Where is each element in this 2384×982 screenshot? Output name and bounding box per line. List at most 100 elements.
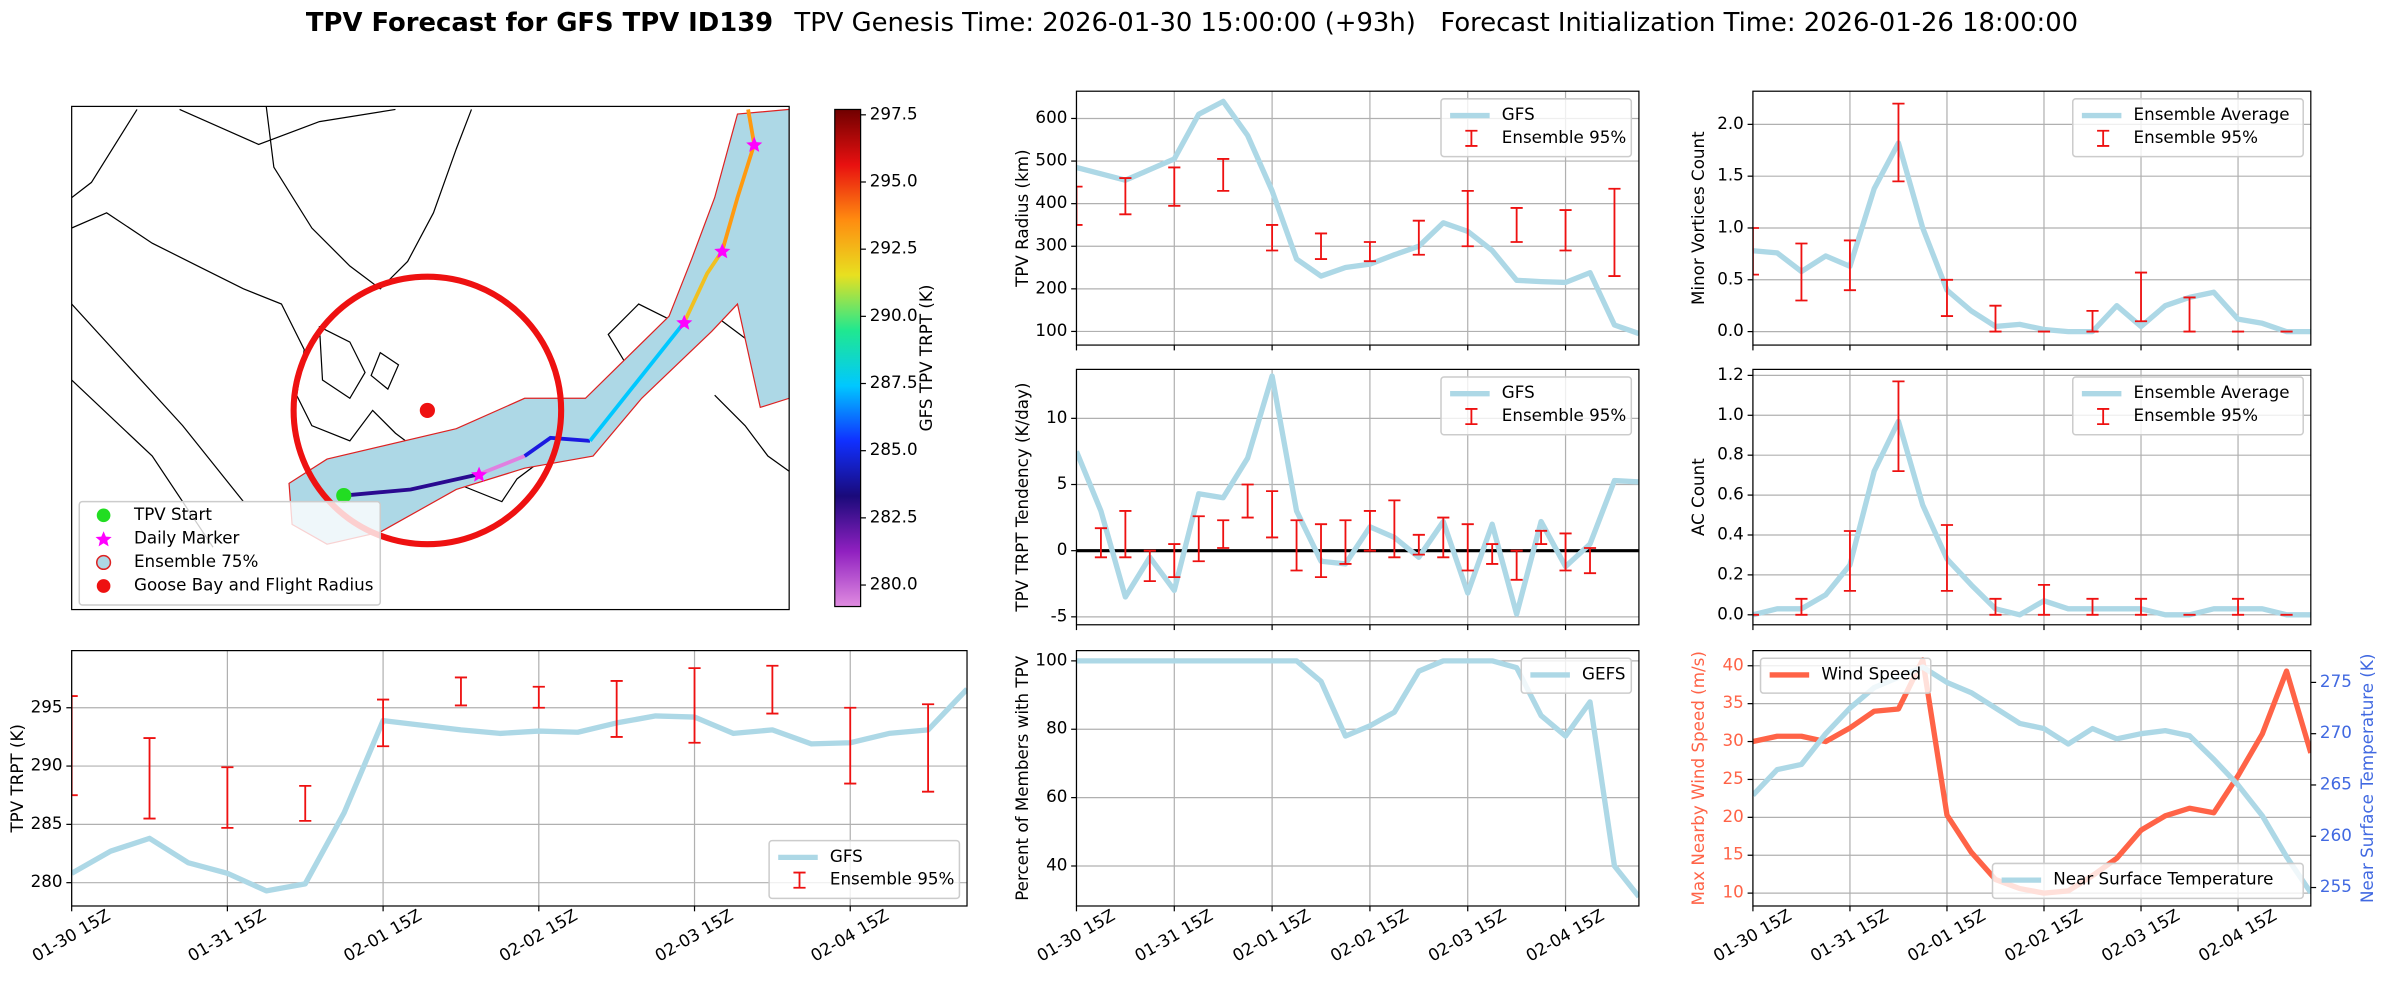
error-bar bbox=[1940, 524, 1954, 592]
x-tick-label: 02-04 15Z bbox=[807, 905, 892, 966]
track bbox=[478, 454, 526, 477]
y-tick-label: 400 bbox=[1035, 192, 1067, 212]
y-axis-label: AC Count bbox=[1688, 458, 1708, 536]
legend-label: GFS bbox=[1502, 382, 1535, 402]
y-tick-label: 15 bbox=[1723, 844, 1744, 864]
legend-box bbox=[2071, 376, 2304, 436]
legend-marker bbox=[96, 508, 111, 523]
error-bar bbox=[2086, 597, 2099, 616]
x-tick-label: 01-30 15Z bbox=[28, 905, 113, 966]
y-tick-label: 0.0 bbox=[1717, 603, 1744, 623]
legend-box bbox=[78, 500, 382, 606]
error-bar bbox=[1217, 158, 1230, 192]
series-line bbox=[1752, 140, 2311, 335]
error-bar bbox=[1940, 278, 1954, 317]
error-bar bbox=[1314, 523, 1328, 579]
legend-label: Ensemble 95% bbox=[1502, 405, 1626, 425]
legend-box bbox=[2071, 98, 2304, 158]
legend-label: Ensemble 95% bbox=[2134, 127, 2258, 147]
y-tick-label: 5 bbox=[1057, 473, 1068, 493]
error-bar bbox=[1192, 515, 1205, 563]
x-tick-label: 02-03 15Z bbox=[1424, 905, 1509, 966]
coastline bbox=[179, 106, 473, 290]
error-bar bbox=[221, 766, 234, 829]
subtitle: TPV Genesis Time: 2026-01-30 15:00:00 (+… bbox=[793, 7, 2078, 37]
x-tick-label: 01-31 15Z bbox=[1131, 905, 1216, 966]
y-tick-label: 285 bbox=[31, 813, 63, 833]
error-bar bbox=[766, 664, 779, 715]
legend-marker bbox=[95, 554, 112, 571]
error-bar bbox=[1608, 187, 1621, 277]
y-tick-label: 60 bbox=[1046, 786, 1067, 806]
error-bar bbox=[1388, 499, 1401, 559]
error-bar bbox=[1559, 209, 1572, 252]
y-tick-label: 1.0 bbox=[1717, 216, 1744, 236]
legend-label: Ensemble 95% bbox=[1502, 127, 1626, 147]
error-bar bbox=[1486, 543, 1499, 565]
legend-label: TPV Start bbox=[133, 504, 212, 524]
axes-frame bbox=[71, 650, 968, 907]
track bbox=[343, 472, 480, 498]
axes-frame bbox=[1752, 90, 2312, 346]
error-bar bbox=[688, 667, 701, 744]
error-bar bbox=[1339, 519, 1352, 565]
error-bar bbox=[1143, 549, 1156, 583]
y2-tick-label: 255 bbox=[2320, 876, 2352, 896]
error-bar bbox=[1989, 597, 2002, 616]
error-bar bbox=[844, 706, 857, 785]
y-axis-label: Minor Vortices Count bbox=[1688, 131, 1708, 305]
error-bar bbox=[2086, 309, 2099, 333]
legend-label: Daily Marker bbox=[134, 527, 240, 547]
tpv-start bbox=[336, 487, 352, 504]
y-tick-label: 100 bbox=[1035, 649, 1067, 669]
y-tick-label: -5 bbox=[1051, 605, 1068, 625]
error-bar bbox=[1437, 516, 1450, 559]
axes-frame bbox=[1752, 650, 2312, 907]
x-tick-label: 02-02 15Z bbox=[2001, 905, 2086, 966]
error-bar bbox=[1752, 227, 1760, 276]
goose-bay bbox=[419, 402, 435, 419]
y-tick-label: 0.5 bbox=[1717, 268, 1744, 288]
legend-swatch bbox=[1465, 129, 1478, 147]
error-bar bbox=[1412, 219, 1425, 256]
x-tick-label: 01-31 15Z bbox=[184, 905, 269, 966]
series-line bbox=[1076, 658, 1639, 899]
error-bar bbox=[1795, 242, 1808, 302]
axes-frame bbox=[1075, 650, 1640, 907]
error-bar bbox=[1892, 102, 1905, 183]
error-bar bbox=[1290, 519, 1303, 572]
colorbar-tick-label: 295.0 bbox=[870, 170, 918, 190]
legend-marker bbox=[96, 579, 111, 593]
y2-tick-label: 260 bbox=[2320, 825, 2352, 845]
x-tick-label: 02-04 15Z bbox=[1522, 905, 1607, 966]
colorbar-tick-label: 282.5 bbox=[870, 506, 918, 526]
error-bar bbox=[2037, 583, 2051, 616]
y-tick-label: 280 bbox=[31, 871, 63, 891]
error-bar bbox=[2134, 271, 2148, 323]
y-tick-label: 0.6 bbox=[1717, 484, 1744, 504]
legend-marker bbox=[95, 531, 112, 547]
y-tick-label: 300 bbox=[1035, 235, 1067, 255]
coastline bbox=[71, 109, 244, 548]
y-tick-label: 600 bbox=[1035, 107, 1067, 127]
y-tick-label: 35 bbox=[1723, 692, 1744, 712]
y2-axis-label: Near Surface Temperature (K) bbox=[2357, 654, 2377, 903]
y-tick-label: 0.8 bbox=[1717, 444, 1744, 464]
x-tick-label: 02-03 15Z bbox=[651, 905, 736, 966]
y-axis-label: TPV Radius (km) bbox=[1012, 149, 1032, 287]
error-bar bbox=[1076, 185, 1083, 226]
legend-box bbox=[1991, 862, 2304, 900]
x-tick-label: 01-31 15Z bbox=[1807, 905, 1892, 966]
y-tick-label: 200 bbox=[1035, 277, 1067, 297]
colorbar-label: GFS TPV TRPT (K) bbox=[916, 285, 936, 432]
legend-label: Wind Speed bbox=[1821, 663, 1921, 683]
legend-label: GFS bbox=[830, 846, 863, 866]
x-tick-label: 02-04 15Z bbox=[2195, 905, 2280, 966]
track bbox=[682, 249, 724, 324]
error-bar bbox=[1363, 241, 1377, 263]
y-tick-label: 25 bbox=[1723, 768, 1744, 788]
y-tick-label: 30 bbox=[1723, 730, 1744, 750]
legend-swatch bbox=[2097, 129, 2110, 147]
colorbar-tick-label: 292.5 bbox=[870, 238, 918, 258]
